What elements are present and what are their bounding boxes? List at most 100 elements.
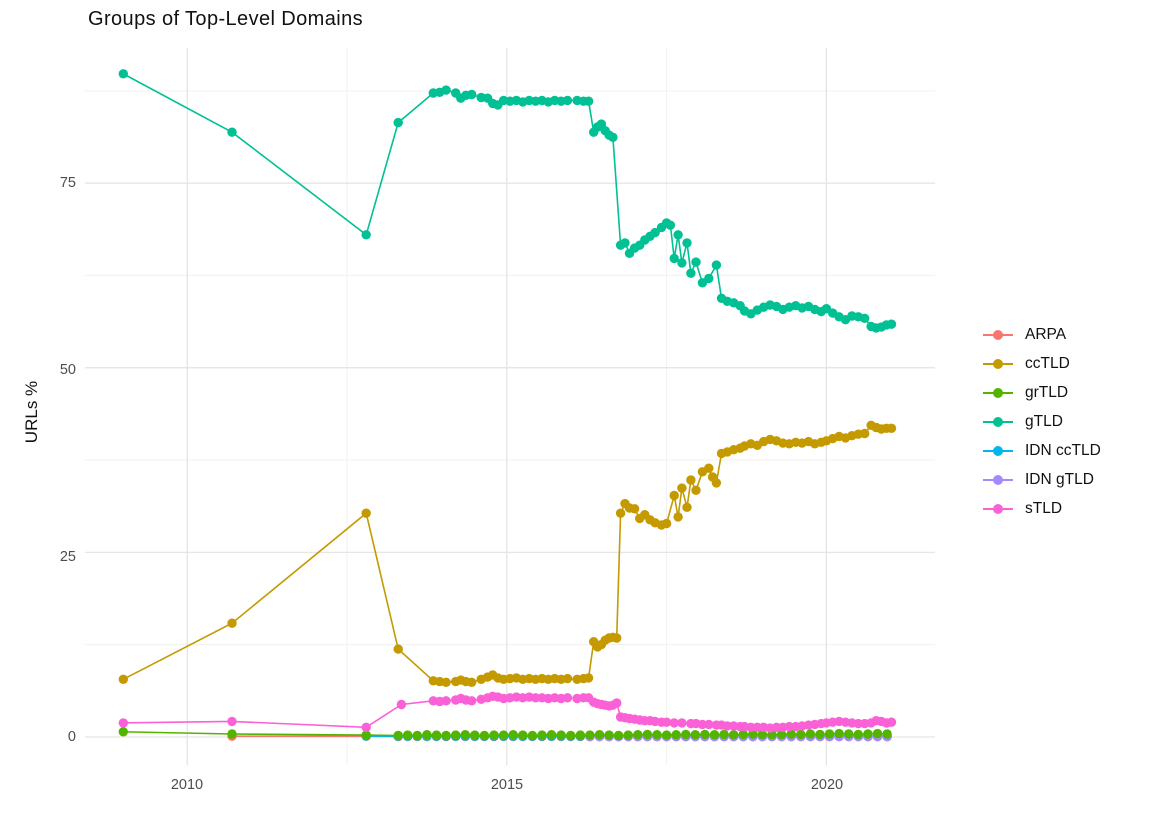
y-tick-25: 25 xyxy=(59,549,76,565)
data-point xyxy=(422,730,432,740)
data-point xyxy=(361,730,371,740)
y-tick-50: 50 xyxy=(59,362,76,378)
data-point xyxy=(719,729,729,740)
data-point xyxy=(451,730,461,740)
data-point xyxy=(608,132,618,142)
data-point xyxy=(677,718,687,728)
legend-label: sTLD xyxy=(1025,499,1063,517)
data-point xyxy=(613,730,624,741)
data-point xyxy=(700,729,710,740)
data-point xyxy=(527,730,538,741)
data-point xyxy=(361,230,371,240)
data-point xyxy=(441,730,451,741)
data-point xyxy=(704,463,714,473)
data-point xyxy=(470,730,480,740)
legend-key-arpa xyxy=(983,329,1013,340)
data-point xyxy=(118,69,128,79)
data-point xyxy=(704,273,714,284)
data-point xyxy=(620,238,630,248)
data-point xyxy=(711,478,722,488)
data-point xyxy=(633,730,643,740)
legend-item-cctld: ccTLD xyxy=(983,349,1101,378)
legend-key-cctld xyxy=(983,358,1013,369)
data-point xyxy=(682,502,692,512)
legend-key-grtld xyxy=(983,387,1013,398)
data-point xyxy=(669,253,679,264)
chart-title: Groups of Top-Level Domains xyxy=(88,8,364,30)
data-point xyxy=(853,729,863,740)
data-point xyxy=(615,508,626,518)
data-point xyxy=(393,117,403,128)
data-point xyxy=(673,230,683,240)
data-point xyxy=(556,730,566,740)
data-point xyxy=(594,730,605,740)
legend-item-grtld: grTLD xyxy=(983,378,1101,407)
data-point xyxy=(711,260,722,270)
data-point xyxy=(834,728,844,739)
data-point xyxy=(508,730,518,740)
data-point xyxy=(396,699,407,710)
data-point xyxy=(118,674,128,684)
data-point xyxy=(479,730,490,741)
data-point xyxy=(566,730,576,741)
series-grtld xyxy=(118,727,892,741)
data-point xyxy=(844,729,854,739)
gridlines xyxy=(85,48,935,765)
data-point xyxy=(583,96,594,106)
x-tick-2010: 2010 xyxy=(170,777,204,793)
data-point xyxy=(361,722,371,732)
data-point xyxy=(686,268,696,278)
data-point xyxy=(412,730,422,741)
data-point xyxy=(604,730,614,740)
data-point xyxy=(652,730,662,740)
data-point xyxy=(671,730,681,740)
legend-key-idn-cctld xyxy=(983,445,1013,456)
data-point xyxy=(824,729,835,739)
data-point xyxy=(673,512,683,522)
legend-label: IDN ccTLD xyxy=(1025,441,1101,459)
y-tick-75: 75 xyxy=(59,175,76,191)
x-tick-2020: 2020 xyxy=(810,777,844,793)
data-point xyxy=(661,730,672,740)
data-point xyxy=(562,95,573,106)
data-point xyxy=(886,423,897,433)
data-point xyxy=(489,730,499,740)
data-point xyxy=(118,718,128,728)
data-point xyxy=(227,618,237,628)
data-point xyxy=(860,428,870,439)
data-point xyxy=(776,729,787,740)
legend-key-idn-gtld xyxy=(983,474,1013,485)
data-point xyxy=(227,127,237,137)
legend-item-idn-cctld: IDN ccTLD xyxy=(983,436,1101,465)
legend-label: ARPA xyxy=(1025,325,1067,343)
data-point xyxy=(575,730,585,740)
data-point xyxy=(403,730,413,740)
x-tick-2015: 2015 xyxy=(490,777,524,793)
data-point xyxy=(585,730,595,740)
data-point xyxy=(431,730,442,740)
data-point xyxy=(441,85,451,95)
data-point xyxy=(537,730,547,740)
data-point xyxy=(796,729,806,740)
legend-item-gtld: gTLD xyxy=(983,407,1101,436)
data-point xyxy=(546,730,557,740)
legend-item-idn-gtld: IDN gTLD xyxy=(983,465,1101,494)
data-point xyxy=(467,677,477,687)
data-point xyxy=(612,698,622,708)
data-point xyxy=(886,717,897,727)
data-point xyxy=(227,716,237,727)
legend-item-arpa: ARPA xyxy=(983,320,1101,349)
data-point xyxy=(650,227,660,238)
data-point xyxy=(805,729,816,739)
data-point xyxy=(118,727,128,737)
data-point xyxy=(691,485,701,495)
legend-label: grTLD xyxy=(1025,383,1069,401)
legend-label: gTLD xyxy=(1025,412,1063,430)
series-stld xyxy=(118,691,897,733)
data-point xyxy=(860,313,870,323)
legend-label: ccTLD xyxy=(1025,354,1070,372)
data-point xyxy=(361,508,371,518)
data-point xyxy=(629,504,640,514)
